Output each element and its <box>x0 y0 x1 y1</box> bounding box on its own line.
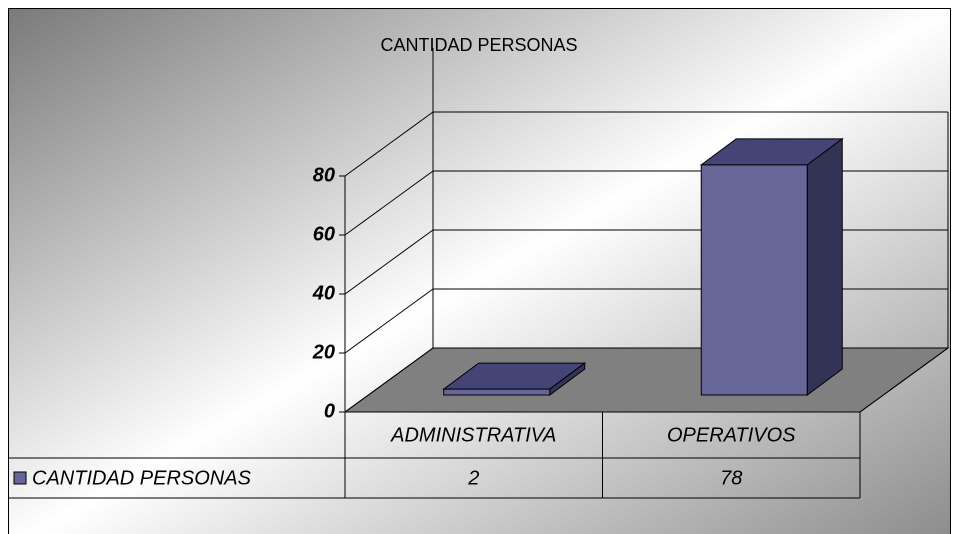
table-value: 2 <box>467 467 479 489</box>
floor <box>343 347 950 413</box>
bar-side <box>806 137 843 396</box>
x-tick-label: ADMINISTRATIVA <box>390 424 556 446</box>
grid-line <box>344 170 434 236</box>
y-tick-label: 0 <box>324 400 335 422</box>
x-tick-label: OPERATIVOS <box>667 424 796 446</box>
bar <box>700 164 808 396</box>
chart-title: CANTIDAD PERSONAS <box>380 35 577 55</box>
y-tick-label: 80 <box>313 164 335 186</box>
legend-label: CANTIDAD PERSONAS <box>32 467 252 489</box>
y-tick-label: 40 <box>312 282 335 304</box>
grid-line <box>344 347 434 413</box>
table-line <box>859 347 949 413</box>
grid-line <box>344 229 434 295</box>
table-value: 78 <box>720 467 742 489</box>
bar <box>443 388 551 396</box>
legend-swatch <box>13 471 27 485</box>
grid-line <box>344 288 434 354</box>
y-tick-label: 20 <box>312 341 335 363</box>
y-tick-label: 60 <box>313 223 335 245</box>
grid-line <box>344 111 434 177</box>
